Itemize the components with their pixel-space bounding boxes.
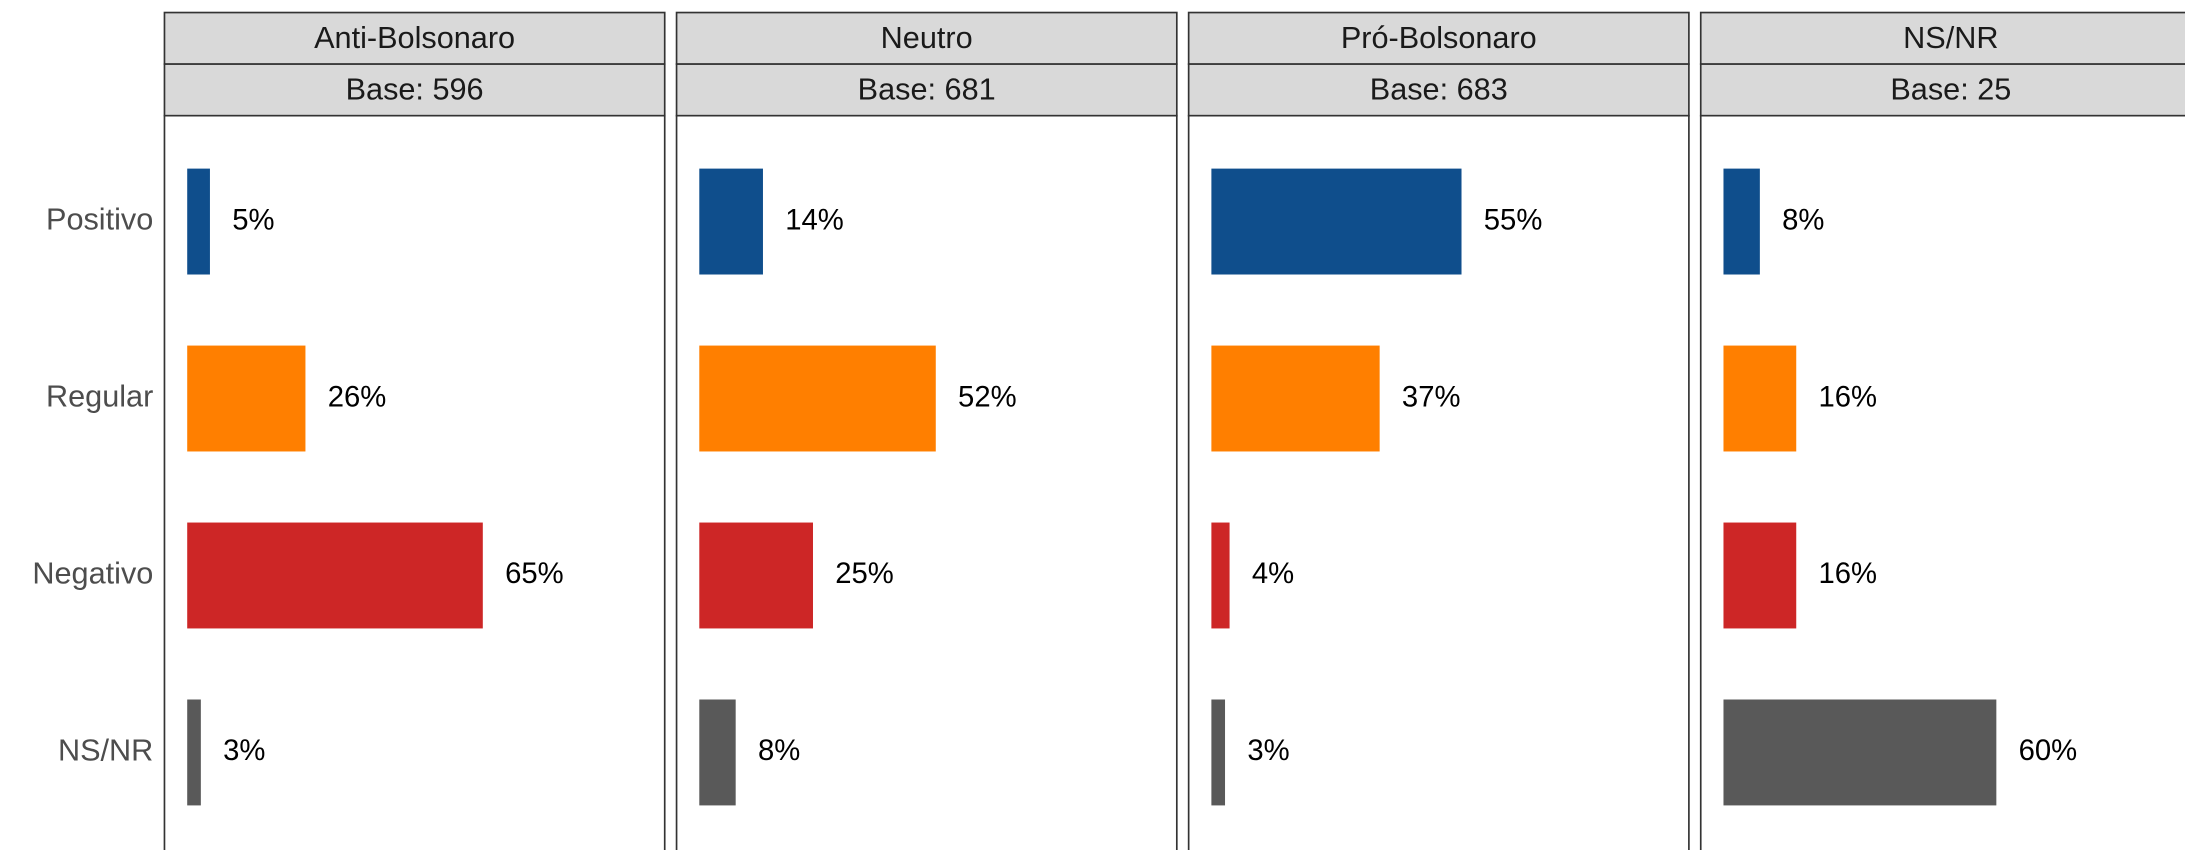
value-label: 5% xyxy=(232,204,274,236)
value-label: 16% xyxy=(1819,381,1878,413)
strip xyxy=(675,11,1178,65)
value-label: 16% xyxy=(1819,558,1878,590)
value-label: 25% xyxy=(835,558,894,590)
category-label: Negativo xyxy=(32,557,153,591)
bar xyxy=(1211,522,1230,629)
bar xyxy=(699,345,936,452)
panel-border xyxy=(163,114,666,850)
value-label: 8% xyxy=(758,735,800,767)
strip xyxy=(163,63,666,117)
bar xyxy=(1723,699,1997,806)
value-label: 65% xyxy=(505,558,564,590)
bar xyxy=(1723,522,1797,629)
bar xyxy=(699,699,736,806)
bar xyxy=(699,168,763,275)
bar xyxy=(1211,168,1462,275)
value-label: 60% xyxy=(2019,735,2078,767)
panel-title: NS/NR xyxy=(1903,21,1998,55)
bar xyxy=(699,522,813,629)
value-label: 14% xyxy=(785,204,844,236)
bar xyxy=(187,345,306,452)
category-label: Regular xyxy=(46,380,153,414)
value-label: 4% xyxy=(1252,558,1294,590)
value-label: 8% xyxy=(1782,204,1824,236)
panel-title: Pró-Bolsonaro xyxy=(1341,21,1537,55)
panel-subtitle: Base: 683 xyxy=(1370,72,1508,106)
value-label: 26% xyxy=(328,381,387,413)
strip xyxy=(675,63,1178,117)
value-label: 3% xyxy=(223,735,265,767)
panel-title: Neutro xyxy=(881,21,973,55)
value-label: 52% xyxy=(958,381,1017,413)
bar xyxy=(1723,168,1760,275)
category-label: NS/NR xyxy=(58,734,153,768)
bar xyxy=(1723,345,1797,452)
panel-subtitle: Base: 25 xyxy=(1890,72,2011,106)
panel-title: Anti-Bolsonaro xyxy=(314,21,515,55)
value-label: 55% xyxy=(1484,204,1543,236)
category-label: Positivo xyxy=(46,203,153,237)
strip xyxy=(1187,63,1690,117)
value-label: 37% xyxy=(1402,381,1461,413)
strip xyxy=(1699,63,2185,117)
strip xyxy=(1699,11,2185,65)
panel-subtitle: Base: 681 xyxy=(858,72,996,106)
bar xyxy=(1211,699,1226,806)
panel-subtitle: Base: 596 xyxy=(346,72,484,106)
bar xyxy=(187,699,201,806)
bar xyxy=(1211,345,1380,452)
value-label: 3% xyxy=(1247,735,1289,767)
bar xyxy=(187,522,483,629)
bar xyxy=(187,168,210,275)
strip xyxy=(163,11,666,65)
